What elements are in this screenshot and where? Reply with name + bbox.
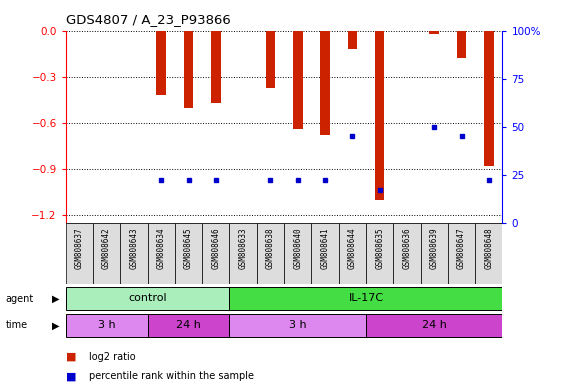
Bar — [266, 31, 275, 88]
FancyBboxPatch shape — [66, 287, 230, 310]
Text: time: time — [6, 320, 28, 331]
FancyBboxPatch shape — [311, 223, 339, 284]
FancyBboxPatch shape — [66, 223, 93, 284]
Text: GDS4807 / A_23_P93866: GDS4807 / A_23_P93866 — [66, 13, 231, 26]
Bar — [211, 31, 220, 103]
Text: IL-17C: IL-17C — [348, 293, 384, 303]
Text: ■: ■ — [66, 371, 76, 381]
Text: GSM808634: GSM808634 — [156, 228, 166, 269]
Text: 24 h: 24 h — [422, 320, 447, 330]
Text: GSM808645: GSM808645 — [184, 228, 193, 269]
Text: GSM808642: GSM808642 — [102, 228, 111, 269]
Text: 3 h: 3 h — [289, 320, 307, 330]
Text: GSM808644: GSM808644 — [348, 228, 357, 269]
FancyBboxPatch shape — [175, 223, 202, 284]
FancyBboxPatch shape — [339, 223, 366, 284]
FancyBboxPatch shape — [448, 223, 475, 284]
FancyBboxPatch shape — [230, 287, 502, 310]
Text: GSM808635: GSM808635 — [375, 228, 384, 269]
FancyBboxPatch shape — [284, 223, 311, 284]
Bar — [429, 31, 439, 34]
FancyBboxPatch shape — [202, 223, 230, 284]
FancyBboxPatch shape — [230, 314, 366, 337]
FancyBboxPatch shape — [120, 223, 147, 284]
FancyBboxPatch shape — [93, 223, 120, 284]
Text: ■: ■ — [66, 352, 76, 362]
Text: GSM808637: GSM808637 — [75, 228, 84, 269]
Text: agent: agent — [6, 293, 34, 304]
Text: GSM808633: GSM808633 — [239, 228, 248, 269]
Text: control: control — [128, 293, 167, 303]
FancyBboxPatch shape — [257, 223, 284, 284]
Text: percentile rank within the sample: percentile rank within the sample — [89, 371, 254, 381]
Bar — [293, 31, 303, 129]
Bar — [484, 31, 493, 166]
Text: log2 ratio: log2 ratio — [89, 352, 135, 362]
FancyBboxPatch shape — [147, 223, 175, 284]
FancyBboxPatch shape — [230, 223, 257, 284]
Text: 3 h: 3 h — [98, 320, 115, 330]
Bar — [320, 31, 330, 135]
Bar — [348, 31, 357, 49]
Bar — [184, 31, 194, 108]
Text: ▶: ▶ — [53, 293, 60, 304]
Bar — [156, 31, 166, 95]
Text: GSM808648: GSM808648 — [484, 228, 493, 269]
Text: ▶: ▶ — [53, 320, 60, 331]
Bar — [375, 31, 384, 200]
Text: GSM808639: GSM808639 — [430, 228, 439, 269]
Text: GSM808638: GSM808638 — [266, 228, 275, 269]
FancyBboxPatch shape — [66, 314, 147, 337]
Text: 24 h: 24 h — [176, 320, 201, 330]
Bar — [457, 31, 467, 58]
Text: GSM808643: GSM808643 — [130, 228, 138, 269]
FancyBboxPatch shape — [147, 314, 230, 337]
Text: GSM808640: GSM808640 — [293, 228, 302, 269]
Text: GSM808646: GSM808646 — [211, 228, 220, 269]
Text: GSM808647: GSM808647 — [457, 228, 466, 269]
FancyBboxPatch shape — [421, 223, 448, 284]
FancyBboxPatch shape — [366, 314, 502, 337]
FancyBboxPatch shape — [366, 223, 393, 284]
FancyBboxPatch shape — [475, 223, 502, 284]
FancyBboxPatch shape — [393, 223, 421, 284]
Text: GSM808636: GSM808636 — [403, 228, 412, 269]
Text: GSM808641: GSM808641 — [320, 228, 329, 269]
